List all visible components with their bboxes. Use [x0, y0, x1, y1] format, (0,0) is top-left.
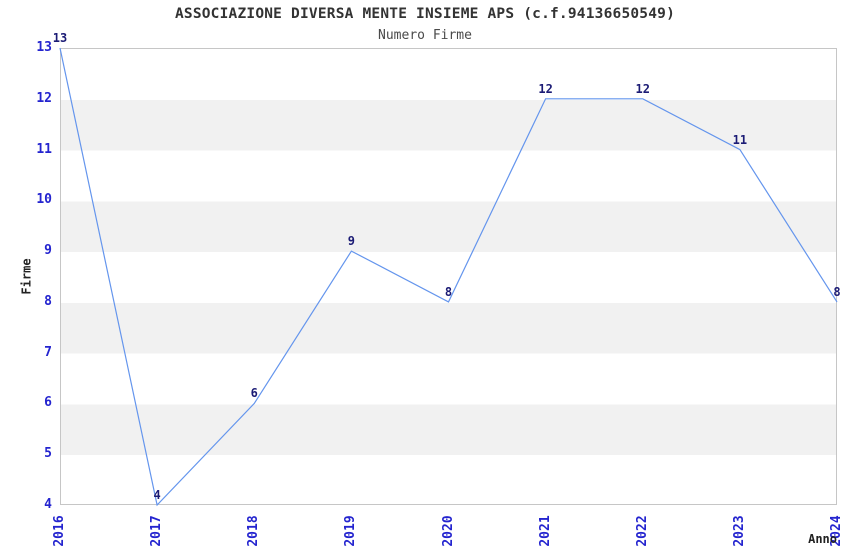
x-tick-label: 2016	[52, 515, 67, 547]
y-tick-label: 13	[36, 40, 52, 55]
data-label: 12	[635, 81, 650, 96]
data-label: 12	[538, 81, 553, 96]
data-label: 4	[153, 488, 161, 502]
y-tick-label: 9	[44, 243, 52, 259]
y-tick-label: 8	[44, 293, 52, 309]
data-label: 11	[732, 132, 748, 147]
chart-subtitle: Numero Firme	[378, 28, 472, 43]
y-tick-label: 5	[44, 446, 52, 462]
x-tick-label: 2019	[343, 515, 359, 547]
x-tick-label: 2017	[149, 515, 165, 547]
plot-area	[60, 48, 837, 505]
data-label: 13	[52, 31, 68, 45]
line-series	[59, 47, 838, 507]
x-tick-label: 2021	[537, 515, 553, 547]
y-axis-title: Firme	[19, 258, 34, 295]
y-tick-label: 11	[36, 141, 52, 157]
data-label: 6	[250, 386, 258, 401]
y-tick-label: 7	[44, 344, 52, 360]
series-line	[59, 47, 838, 507]
y-tick-label: 10	[36, 192, 52, 208]
chart-title: ASSOCIAZIONE DIVERSA MENTE INSIEME APS (…	[174, 6, 676, 22]
x-tick-label: 2022	[634, 515, 650, 547]
y-tick-label: 6	[44, 395, 52, 411]
y-tick-label: 12	[36, 90, 52, 106]
x-tick-label: 2023	[731, 515, 747, 547]
x-axis-title: Anno	[808, 532, 837, 546]
data-label: 8	[444, 284, 453, 299]
y-tick-label: 4	[44, 497, 52, 512]
data-label: 8	[833, 284, 841, 299]
data-label: 9	[347, 234, 355, 249]
x-tick-label: 2020	[440, 515, 456, 547]
x-tick-label: 2018	[246, 515, 262, 547]
